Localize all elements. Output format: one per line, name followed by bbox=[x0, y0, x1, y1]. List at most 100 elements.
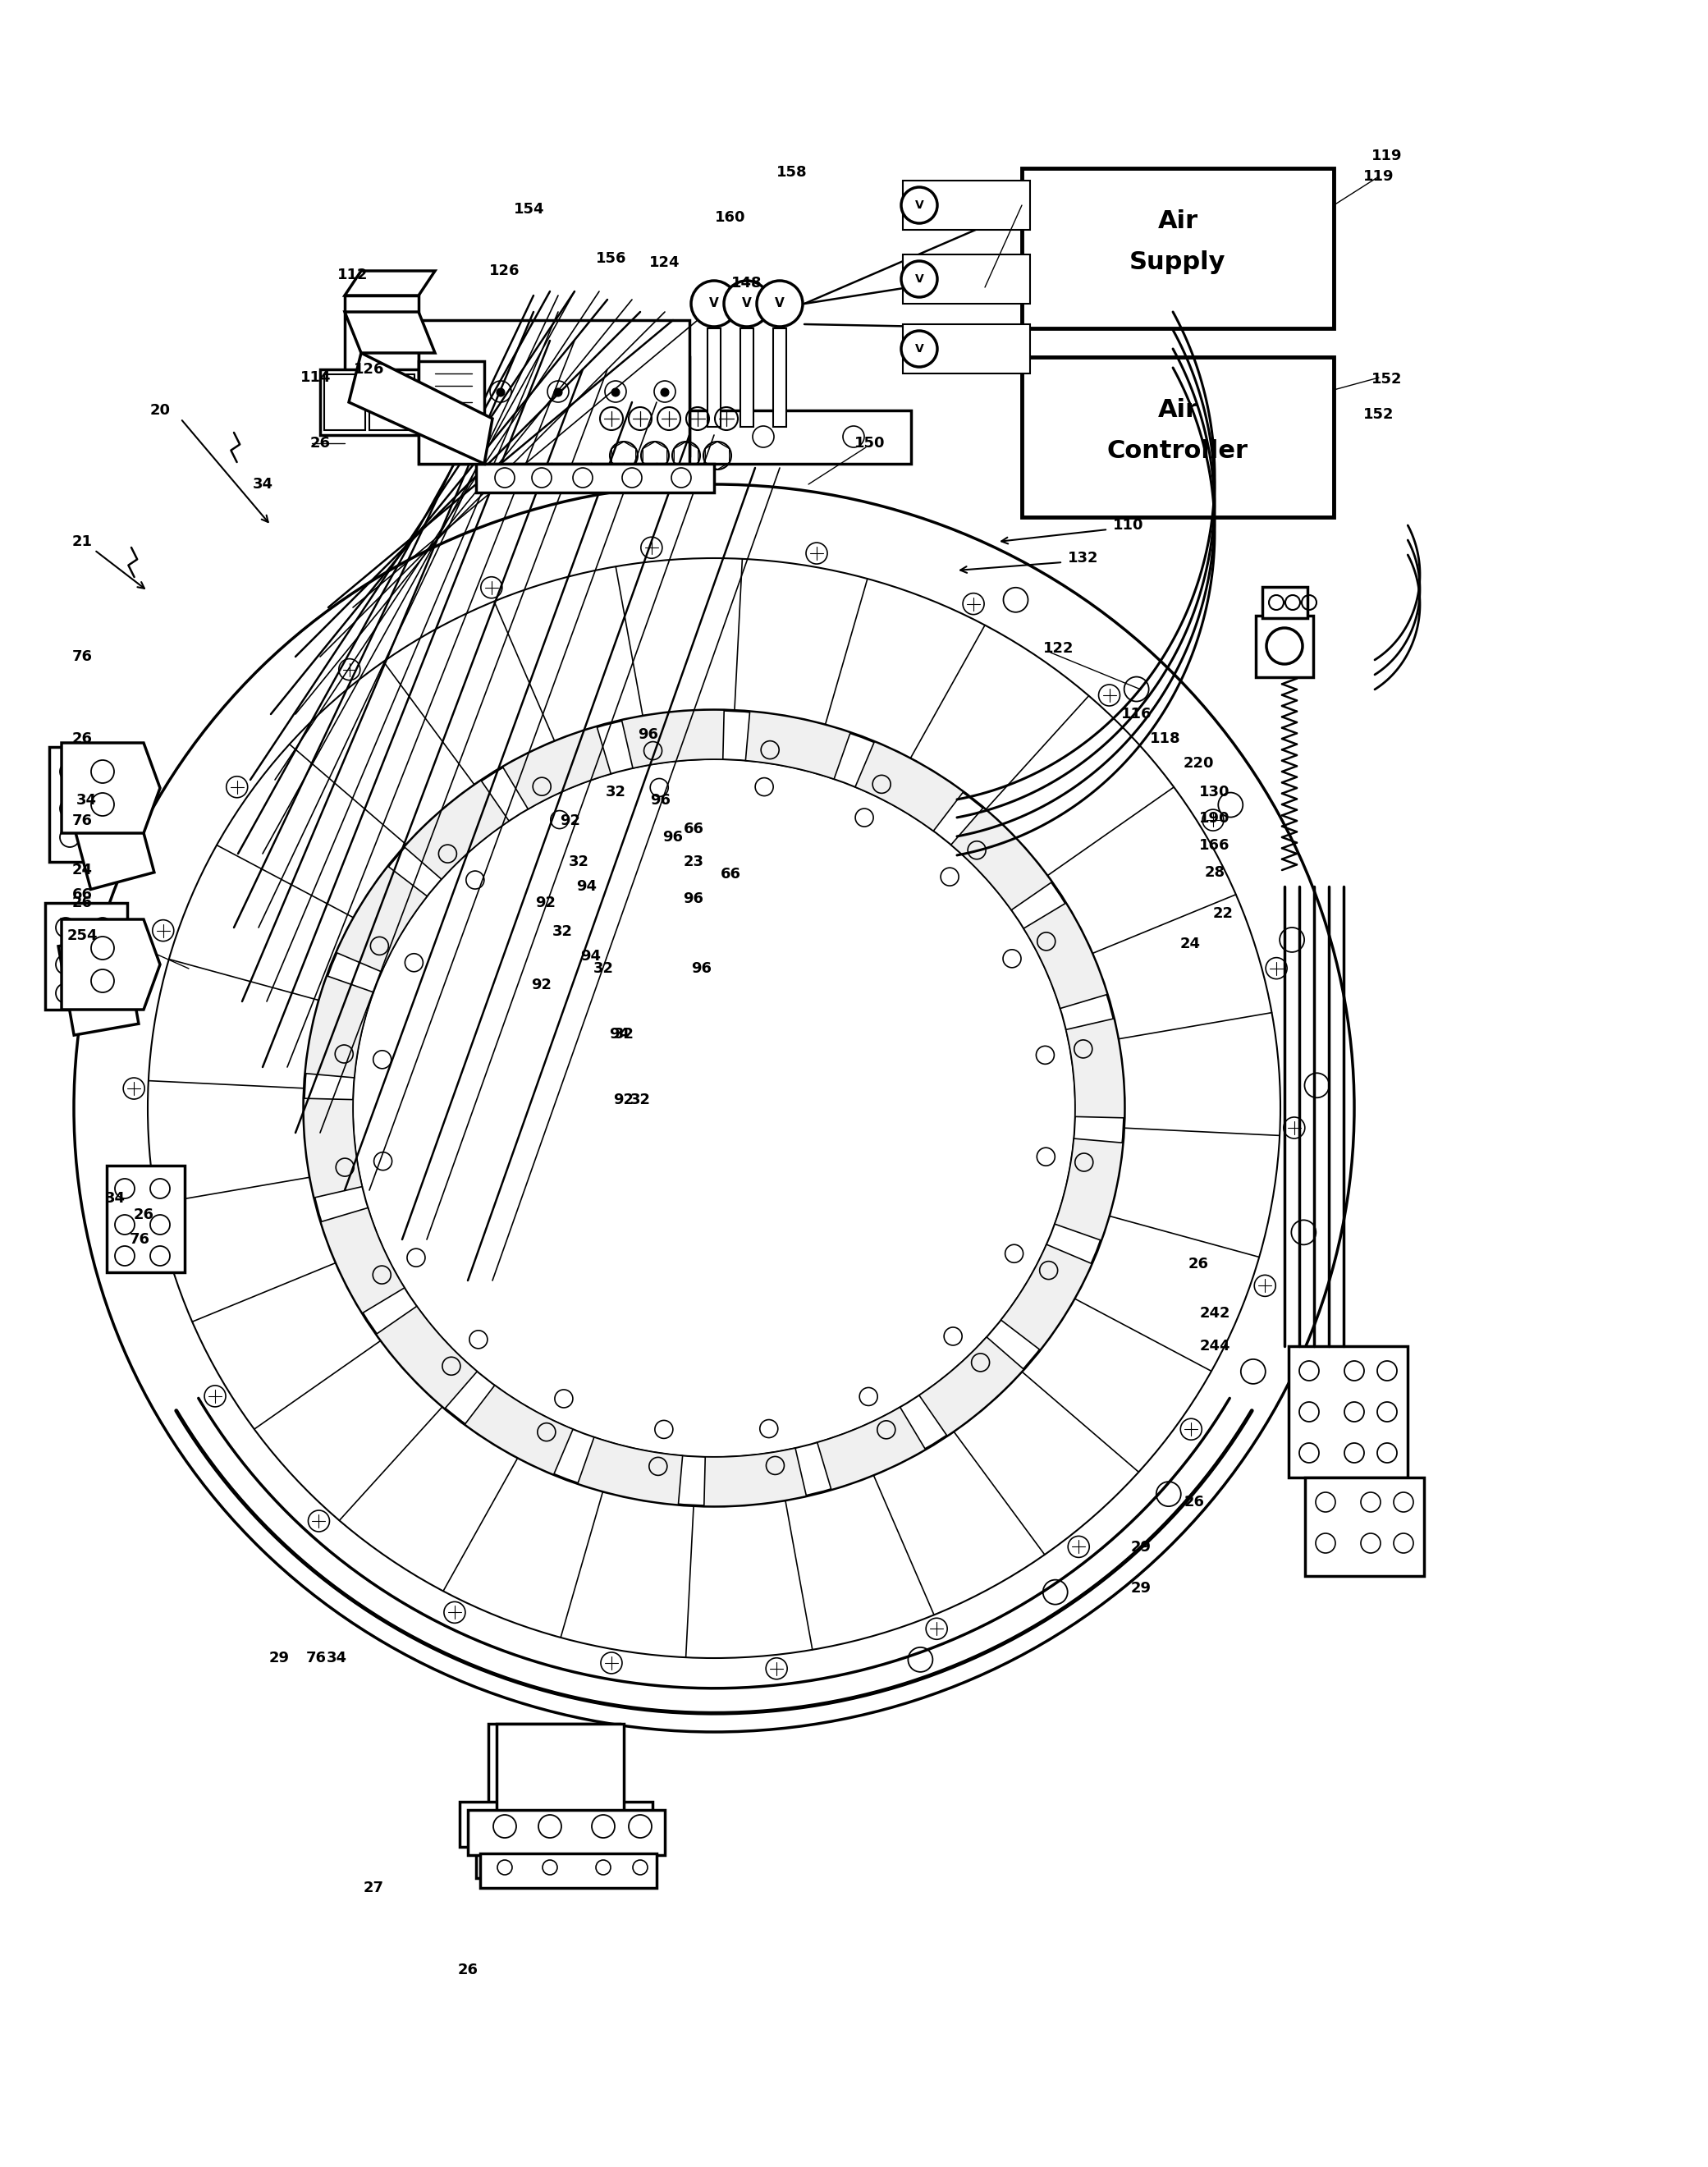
Bar bbox=[904, 180, 1030, 230]
Polygon shape bbox=[816, 1406, 926, 1489]
Text: 66: 66 bbox=[683, 821, 704, 836]
Polygon shape bbox=[345, 271, 436, 295]
Text: V: V bbox=[709, 297, 719, 310]
Bar bbox=[1255, 615, 1313, 676]
Text: 94: 94 bbox=[581, 949, 601, 964]
Text: 160: 160 bbox=[716, 210, 746, 225]
Text: 124: 124 bbox=[649, 256, 680, 271]
Bar bbox=[319, 368, 418, 436]
Text: 220: 220 bbox=[1184, 756, 1214, 771]
Bar bbox=[488, 1723, 620, 1805]
Text: 23: 23 bbox=[683, 854, 704, 869]
Text: 254: 254 bbox=[67, 927, 97, 943]
Bar bbox=[904, 325, 1030, 373]
Bar bbox=[345, 295, 418, 377]
Text: 132: 132 bbox=[1068, 550, 1098, 566]
Text: 66: 66 bbox=[721, 867, 741, 882]
Bar bbox=[44, 904, 126, 1010]
Polygon shape bbox=[704, 1448, 806, 1506]
Text: 34: 34 bbox=[253, 477, 273, 492]
Bar bbox=[707, 329, 721, 427]
Bar bbox=[106, 1166, 184, 1272]
Text: Air: Air bbox=[1158, 399, 1197, 423]
Polygon shape bbox=[348, 353, 492, 464]
Bar bbox=[1262, 587, 1307, 618]
Text: 34: 34 bbox=[75, 793, 96, 808]
Text: 96: 96 bbox=[683, 891, 704, 906]
Text: 166: 166 bbox=[1199, 839, 1230, 854]
Polygon shape bbox=[919, 1337, 1023, 1437]
Polygon shape bbox=[418, 321, 690, 464]
Bar bbox=[740, 329, 753, 427]
Text: 242: 242 bbox=[1199, 1307, 1230, 1320]
Polygon shape bbox=[376, 1307, 477, 1409]
Circle shape bbox=[902, 260, 938, 297]
Bar bbox=[485, 410, 910, 464]
Polygon shape bbox=[577, 1437, 683, 1504]
Polygon shape bbox=[1066, 1018, 1124, 1118]
Text: 28: 28 bbox=[1204, 865, 1225, 880]
Text: Air: Air bbox=[1158, 210, 1197, 234]
Circle shape bbox=[1266, 628, 1303, 663]
Text: V: V bbox=[915, 342, 924, 355]
Text: 110: 110 bbox=[1114, 518, 1144, 533]
Text: 126: 126 bbox=[354, 362, 384, 377]
Text: 118: 118 bbox=[1149, 732, 1180, 745]
Text: 27: 27 bbox=[364, 1881, 384, 1896]
Text: 22: 22 bbox=[1213, 906, 1233, 921]
Bar bbox=[480, 1853, 656, 1887]
Bar bbox=[459, 1801, 652, 1846]
Polygon shape bbox=[477, 464, 714, 492]
Text: 26: 26 bbox=[458, 1963, 478, 1976]
Bar bbox=[497, 1723, 623, 1814]
Text: 32: 32 bbox=[552, 925, 572, 938]
Circle shape bbox=[757, 282, 803, 327]
Text: 96: 96 bbox=[639, 728, 659, 741]
Polygon shape bbox=[745, 711, 851, 780]
Text: 34: 34 bbox=[326, 1651, 347, 1666]
Bar bbox=[904, 254, 1030, 303]
Text: 26: 26 bbox=[309, 436, 330, 451]
Circle shape bbox=[661, 388, 670, 397]
Polygon shape bbox=[67, 784, 154, 888]
Text: 94: 94 bbox=[610, 1027, 630, 1042]
Polygon shape bbox=[345, 312, 436, 353]
Polygon shape bbox=[502, 726, 611, 808]
Bar bbox=[1021, 358, 1334, 518]
Text: 32: 32 bbox=[605, 784, 625, 800]
Text: 76: 76 bbox=[306, 1651, 326, 1666]
Text: 156: 156 bbox=[596, 251, 627, 267]
Text: 76: 76 bbox=[72, 650, 92, 663]
Bar bbox=[774, 329, 786, 427]
Text: 21: 21 bbox=[72, 535, 92, 548]
Bar bbox=[468, 1809, 664, 1855]
Bar bbox=[369, 375, 415, 429]
Text: 92: 92 bbox=[613, 1092, 634, 1107]
Circle shape bbox=[692, 282, 738, 327]
Text: 92: 92 bbox=[531, 977, 552, 992]
Text: 154: 154 bbox=[514, 202, 545, 217]
Text: 24: 24 bbox=[72, 862, 92, 878]
Circle shape bbox=[447, 388, 456, 397]
Text: 152: 152 bbox=[1372, 373, 1402, 386]
Text: 29: 29 bbox=[268, 1651, 289, 1666]
Text: 92: 92 bbox=[536, 895, 557, 910]
Polygon shape bbox=[58, 934, 138, 1036]
Text: 32: 32 bbox=[569, 854, 589, 869]
Text: 244: 244 bbox=[1199, 1339, 1230, 1354]
Bar bbox=[1021, 169, 1334, 329]
Text: Supply: Supply bbox=[1129, 251, 1226, 275]
Text: V: V bbox=[741, 297, 752, 310]
Text: 92: 92 bbox=[560, 813, 581, 828]
Polygon shape bbox=[418, 362, 485, 464]
Text: 24: 24 bbox=[1180, 936, 1201, 951]
Text: 116: 116 bbox=[1122, 706, 1153, 722]
Text: 66: 66 bbox=[72, 886, 92, 901]
Circle shape bbox=[902, 332, 938, 366]
Text: 150: 150 bbox=[854, 436, 885, 451]
Text: 158: 158 bbox=[777, 165, 808, 180]
Circle shape bbox=[497, 388, 506, 397]
Polygon shape bbox=[321, 1207, 405, 1313]
Polygon shape bbox=[304, 1099, 362, 1198]
Text: 119: 119 bbox=[1372, 150, 1402, 163]
